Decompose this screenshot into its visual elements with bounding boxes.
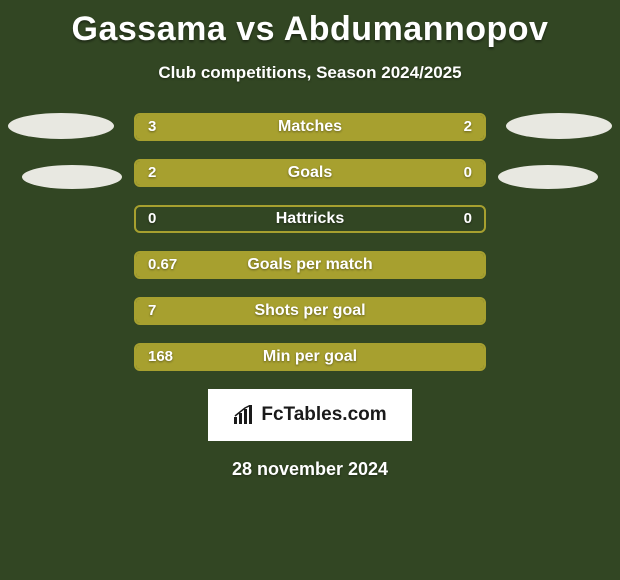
stat-row-goals-per-match: 0.67 Goals per match (134, 251, 486, 279)
player-right-ellipse-1 (506, 113, 612, 139)
page-subtitle: Club competitions, Season 2024/2025 (0, 63, 620, 83)
logo: FcTables.com (233, 404, 386, 426)
stat-value-right: 0 (464, 161, 472, 185)
stat-label: Hattricks (136, 207, 484, 231)
stat-row-matches: 3 Matches 2 (134, 113, 486, 141)
player-left-ellipse-1 (8, 113, 114, 139)
player-right-ellipse-2 (498, 165, 598, 189)
stat-row-shots-per-goal: 7 Shots per goal (134, 297, 486, 325)
stat-value-right: 2 (464, 115, 472, 139)
logo-text: FcTables.com (261, 404, 386, 426)
stat-value-right: 0 (464, 207, 472, 231)
stat-label: Goals (136, 161, 484, 185)
logo-box: FcTables.com (208, 389, 412, 441)
stat-row-min-per-goal: 168 Min per goal (134, 343, 486, 371)
page-title: Gassama vs Abdumannopov (0, 0, 620, 49)
stat-label: Shots per goal (136, 299, 484, 323)
stat-label: Matches (136, 115, 484, 139)
footer-date: 28 november 2024 (0, 459, 620, 480)
stat-label: Goals per match (136, 253, 484, 277)
stat-label: Min per goal (136, 345, 484, 369)
stat-row-goals: 2 Goals 0 (134, 159, 486, 187)
player-left-ellipse-2 (22, 165, 122, 189)
chart-bars-icon (233, 405, 257, 425)
stat-row-hattricks: 0 Hattricks 0 (134, 205, 486, 233)
stat-rows: 3 Matches 2 2 Goals 0 0 Hattricks 0 0.67… (134, 113, 486, 371)
stats-area: 3 Matches 2 2 Goals 0 0 Hattricks 0 0.67… (0, 113, 620, 480)
